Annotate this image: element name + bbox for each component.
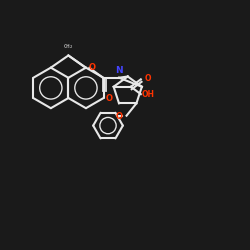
Text: O: O	[144, 74, 151, 82]
Text: O: O	[116, 112, 123, 122]
Text: N: N	[115, 66, 123, 75]
Text: O: O	[106, 94, 112, 103]
Text: CH₂: CH₂	[64, 44, 73, 49]
Text: OH: OH	[142, 90, 155, 99]
Text: O: O	[88, 63, 95, 72]
